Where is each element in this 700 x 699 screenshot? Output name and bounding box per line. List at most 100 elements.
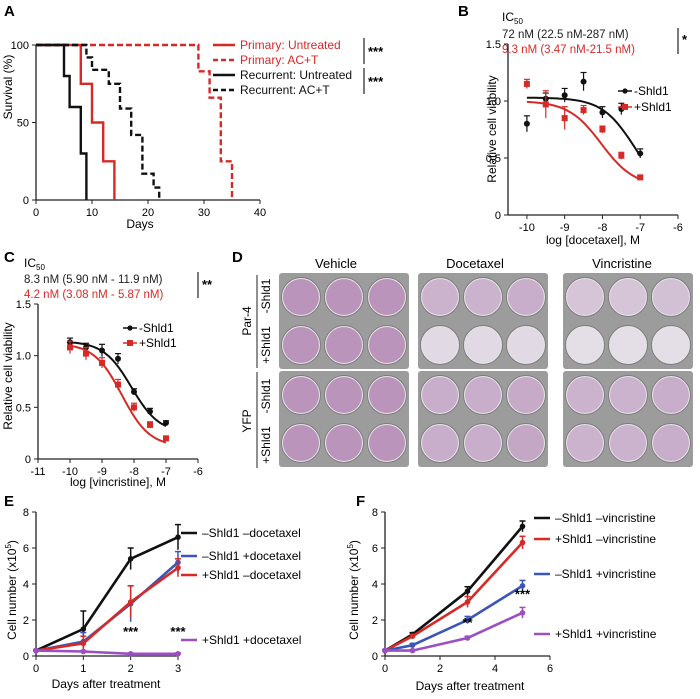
- vincristine-growth-x-tick-label: 4: [492, 663, 498, 675]
- vincristine-x-tick-label: -7: [161, 466, 171, 478]
- well-stain: [653, 327, 689, 363]
- docetaxel-growth-line-2: [35, 561, 179, 652]
- significance-recurrent: ***: [368, 74, 384, 89]
- vincristine-x-tick-label: -10: [62, 466, 78, 478]
- docetaxel-ic50-title: IC50: [502, 10, 523, 26]
- docetaxel-growth-xlabel: Days after treatment: [52, 677, 161, 691]
- docetaxel-growth-ylabel: Cell number (x105): [4, 540, 19, 640]
- vincristine-growth-x-tick-label: 2: [437, 663, 443, 675]
- plate-col-docetaxel: Docetaxel: [446, 256, 504, 271]
- well-stain: [422, 377, 458, 413]
- vincristine-significance: **: [202, 277, 213, 292]
- docetaxel-y-tick-label: 0: [495, 210, 501, 222]
- well-stain: [610, 279, 646, 315]
- docetaxel-growth-y-tick-label: 8: [23, 507, 29, 519]
- docetaxel-ic50-minus-shld1: 72 nM (22.5 nM-287 nM): [502, 29, 629, 41]
- survival-curve-3: [36, 43, 88, 200]
- vincristine-growth-point: [519, 583, 526, 589]
- vincristine-growth-x-tick-label: 0: [382, 663, 388, 675]
- vincristine-growth-significance: **: [462, 615, 473, 630]
- docetaxel-growth-axes: 0 1 2 3 0 2 4 6 8: [23, 507, 181, 675]
- vincristine-axes: -11 -10 -9 -8 -7 -6 0 0.5 1.0 1.5: [16, 299, 203, 478]
- vincristine-y-tick-label: 0.5: [16, 402, 31, 414]
- well: [608, 277, 648, 317]
- legend-f4: +Shld1 +vincristine: [555, 627, 657, 641]
- docetaxel-significance: *: [682, 32, 688, 47]
- vincristine-point: [147, 421, 153, 428]
- vincristine-x-tick-label: -6: [193, 466, 203, 478]
- survival-x-tick-label: 10: [86, 207, 98, 219]
- docetaxel-point: [580, 107, 587, 114]
- survival-ylabel: Survival (%): [1, 55, 15, 120]
- vincristine-growth-point: [409, 633, 416, 639]
- survival-curve-4: [36, 43, 161, 200]
- vincristine-ic50-minus-shld1: 8.3 nM (5.90 nM - 11.9 nM): [24, 274, 163, 286]
- survival-chart: 0 10 20 30 40 0 50 100 Days Survival (%) Primar…: [1, 38, 384, 231]
- survival-y-tick-label: 0: [23, 195, 29, 207]
- docetaxel-point: [523, 80, 530, 87]
- docetaxel-growth-x-tick-label: 1: [80, 663, 86, 675]
- docetaxel-growth-point: [175, 651, 181, 657]
- docetaxel-growth-x-tick-label: 3: [175, 663, 181, 675]
- plate-col-vehicle: Vehicle: [315, 256, 357, 271]
- group-yfp: YFP: [240, 409, 254, 432]
- legend-primary-untreated: Primary: Untreated: [240, 38, 341, 52]
- vincristine-xlabel: log [vincristine], M: [70, 475, 166, 489]
- docetaxel-growth-chart: 0 1 2 3 0 2 4 6 8 *** *** Days after treatment Ce…: [4, 507, 301, 691]
- docetaxel-legend: -Shld1 +Shld1: [618, 84, 672, 114]
- docetaxel-growth-line-4: [35, 649, 178, 656]
- legend-recurrent-untreated: Recurrent: Untreated: [240, 68, 352, 82]
- docetaxel-growth-series: *** ***: [33, 523, 187, 657]
- vincristine-growth-line-1: [384, 525, 524, 652]
- well-stain: [369, 327, 405, 363]
- vincristine-growth-y-tick-label: 6: [372, 543, 378, 555]
- vincristine-y-tick-label: 1.0: [16, 351, 31, 363]
- well-stain: [283, 377, 319, 413]
- vincristine-growth-point: [464, 635, 471, 641]
- vincristine-growth-point: [519, 539, 526, 546]
- vincristine-ic50-title: IC50: [24, 256, 45, 272]
- well-stain: [610, 377, 646, 413]
- docetaxel-growth-point: [33, 647, 39, 654]
- docetaxel-y-tick-label: 1.0: [486, 96, 501, 108]
- well: [651, 325, 691, 365]
- survival-curve-1: [36, 43, 116, 200]
- vincristine-point: [115, 381, 121, 388]
- vincristine-growth-point: [464, 617, 471, 623]
- docetaxel-growth-point: [175, 565, 181, 571]
- legend-marker-plus-shld1: [622, 104, 628, 110]
- row-par4-plus-shld1: +Shld1: [259, 326, 273, 364]
- vincristine-x-tick-label: -9: [97, 466, 107, 478]
- vincristine-growth-ylabel: Cell number (x105): [346, 540, 361, 640]
- well-stain: [567, 279, 603, 315]
- docetaxel-x-tick-label: -7: [635, 222, 645, 234]
- well-stain: [653, 279, 689, 315]
- vincristine-growth-point: [409, 647, 416, 654]
- plate-grid: [279, 273, 693, 467]
- legend-plus-shld1-c: +Shld1: [139, 336, 177, 350]
- panel-letter-f: F: [356, 493, 365, 510]
- well-stain: [326, 279, 362, 315]
- well-stain: [610, 327, 646, 363]
- well-stain: [508, 377, 544, 413]
- well-stain: [326, 377, 362, 413]
- docetaxel-x-tick-label: -8: [598, 222, 608, 234]
- well: [463, 325, 503, 365]
- docetaxel-growth-x-tick-label: 0: [33, 663, 39, 675]
- well: [651, 277, 691, 317]
- docetaxel-point: [561, 115, 568, 122]
- well-stain: [653, 377, 689, 413]
- vincristine-y-tick-label: 1.5: [16, 299, 31, 311]
- vincristine-growth-y-tick-label: 0: [372, 651, 378, 663]
- docetaxel-axes: -10 -9 -8 -7 -6 0 0.5 1.0 1.5: [486, 39, 683, 234]
- well-stain: [422, 279, 458, 315]
- well-stain: [369, 425, 405, 461]
- panel-letter-b: B: [458, 3, 469, 20]
- vincristine-growth-y-tick-label: 2: [372, 615, 378, 627]
- docetaxel-point: [523, 120, 530, 127]
- docetaxel-growth-point: [127, 556, 134, 562]
- vincristine-growth-point: [519, 523, 526, 530]
- docetaxel-dose-response-chart: IC50 72 nM (22.5 nM-287 nM) 9.3 nM (3.47…: [485, 10, 688, 247]
- legend-f3: –Shld1 +vincristine: [555, 567, 656, 581]
